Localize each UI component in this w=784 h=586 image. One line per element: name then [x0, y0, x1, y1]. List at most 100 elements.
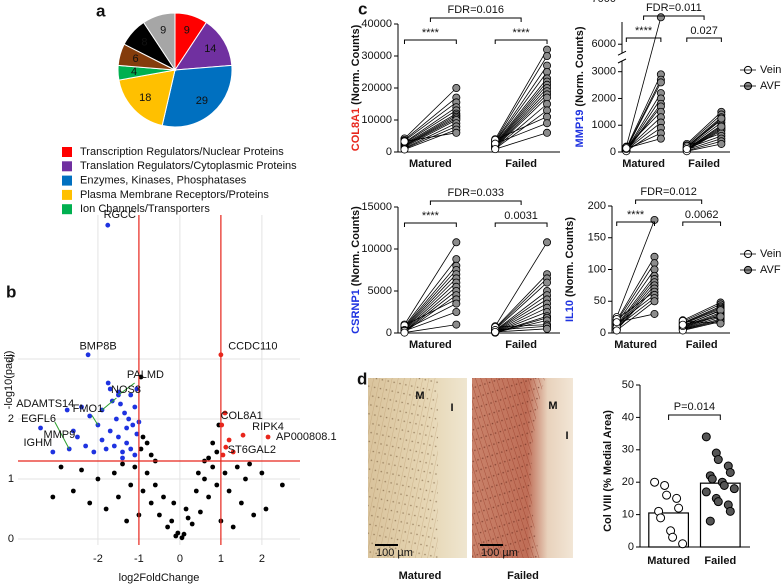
pair-line — [495, 303, 548, 333]
pair-line — [625, 79, 662, 149]
legend-label: Translation Regulators/Cytoplasmic Prote… — [80, 160, 297, 172]
dot — [491, 145, 500, 154]
label-arrow — [118, 382, 135, 396]
dot — [668, 532, 678, 542]
pair-label: **** — [422, 210, 440, 222]
pair-line — [616, 275, 655, 326]
legend-label: Plasma Membrane Receptors/Proteins — [80, 189, 269, 201]
point — [83, 443, 89, 449]
point — [148, 500, 154, 506]
point — [230, 524, 236, 530]
panel-label: a — [96, 1, 106, 20]
x-tick-label: Failed — [686, 339, 718, 351]
slice-label: 6 — [132, 53, 138, 65]
point — [79, 404, 84, 410]
pair-line — [686, 140, 722, 152]
point — [103, 446, 109, 452]
legend-label: AVF — [760, 264, 781, 276]
fdr-label: FDR=0.033 — [447, 187, 504, 199]
slice-label: 18 — [139, 92, 151, 104]
y-tick-label: 3000 — [592, 66, 616, 78]
point — [134, 386, 140, 392]
point — [210, 440, 216, 446]
bracket — [403, 39, 457, 44]
pair-line — [682, 305, 721, 324]
y-axis-unit: (Norm. Counts) — [350, 24, 362, 104]
point — [75, 434, 80, 440]
layer-label: I — [565, 430, 568, 442]
dot — [707, 474, 717, 484]
pair-line — [682, 304, 721, 322]
y-tick-label: 0 — [628, 541, 634, 553]
point — [251, 512, 257, 518]
point — [118, 401, 123, 407]
pair-line — [404, 324, 457, 333]
x-tick-label: Matured — [614, 339, 657, 351]
y-tick-label: 2000 — [592, 92, 616, 104]
x-tick-label: 2 — [259, 553, 265, 565]
x-tick-label: Matured — [622, 158, 665, 170]
point — [105, 380, 111, 386]
y-tick-label: 200 — [588, 200, 606, 212]
pair-line — [686, 111, 722, 145]
dot — [725, 506, 735, 516]
pair-label: 0.0062 — [685, 209, 719, 221]
fdr-label: FDR=0.011 — [646, 2, 702, 14]
pair-line — [616, 294, 655, 325]
point — [140, 488, 146, 494]
point — [87, 413, 93, 419]
point — [193, 488, 199, 494]
point — [157, 512, 162, 518]
point — [132, 464, 138, 470]
dot — [452, 84, 461, 93]
gene-label: ST6GAL2 — [228, 444, 276, 456]
pair-line — [494, 87, 548, 146]
pair-line — [495, 307, 548, 333]
pair-line — [494, 290, 548, 331]
dot — [491, 327, 500, 336]
point — [120, 449, 125, 455]
dot — [612, 326, 621, 335]
pair-line — [494, 97, 548, 148]
y-tick-label: 10000 — [361, 243, 392, 255]
pair-line — [404, 126, 457, 150]
pair-line — [494, 110, 548, 150]
y-tick-label: 30000 — [361, 50, 392, 62]
point — [189, 521, 195, 527]
point — [144, 470, 150, 476]
pair-label: **** — [422, 27, 440, 39]
pair-line — [494, 49, 548, 140]
point — [259, 470, 265, 476]
pair-line — [686, 143, 722, 152]
gene-label: FMO1 — [73, 403, 104, 415]
dot — [650, 297, 659, 306]
pair-line — [404, 242, 457, 325]
axis-break — [617, 50, 627, 56]
pair-line — [495, 116, 548, 141]
pair-line — [404, 122, 457, 149]
point — [238, 500, 244, 506]
pair-line — [494, 65, 548, 142]
dot — [678, 320, 687, 329]
pair-line — [494, 90, 548, 147]
gene-label: EGFL6 — [21, 413, 56, 425]
pair-line — [404, 110, 457, 144]
gene-label: MMP9 — [43, 429, 75, 441]
x-tick-label: 0 — [177, 553, 183, 565]
pair-line — [686, 138, 722, 150]
bracket — [682, 221, 722, 226]
bracket — [429, 200, 522, 205]
x-tick-label: Matured — [409, 158, 452, 170]
y-tick-label: 40000 — [361, 18, 392, 30]
point — [265, 434, 271, 440]
point — [50, 494, 56, 500]
dot — [452, 128, 461, 137]
pair-line — [495, 311, 548, 333]
pair-line — [682, 320, 721, 324]
legend-label: Vein — [760, 64, 781, 76]
point — [128, 482, 134, 488]
pair-line — [404, 116, 457, 146]
pair-line — [404, 87, 457, 139]
dot — [452, 238, 461, 247]
